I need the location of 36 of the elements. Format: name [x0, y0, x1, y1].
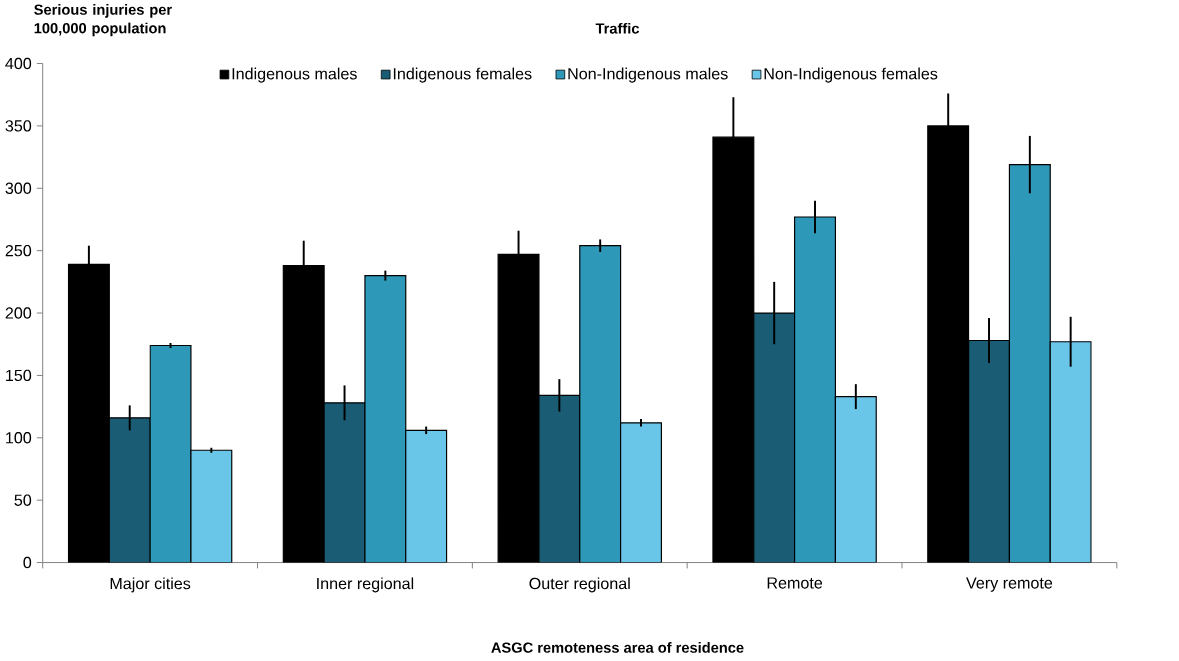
bar — [149, 344, 192, 563]
bar — [108, 417, 151, 563]
y-tick-label: 250 — [5, 244, 32, 257]
bar — [1049, 341, 1092, 563]
bar — [190, 449, 233, 563]
bar — [579, 245, 622, 563]
bar — [405, 429, 448, 563]
chart-title: Traffic — [595, 22, 640, 34]
bar — [753, 312, 796, 563]
bar — [538, 394, 581, 563]
bar — [794, 216, 837, 563]
bar — [1008, 163, 1051, 563]
y-tick-label: 0 — [23, 556, 32, 569]
bar — [364, 274, 407, 563]
y-tick-label: 100 — [6, 432, 32, 444]
legend-label: Indigenous females — [393, 67, 532, 83]
y-tick-label: 150 — [6, 369, 32, 382]
y-tick-label: 400 — [5, 57, 32, 70]
x-tick-label: Outer regional — [529, 577, 630, 593]
bar — [323, 402, 366, 563]
legend-label: Non-Indigenous females — [764, 67, 938, 83]
x-tick-label: Inner regional — [317, 577, 414, 593]
y-axis-title: Serious injuries per 100,000 population — [34, 4, 172, 37]
legend-label: Non-Indigenous males — [568, 67, 728, 83]
x-tick-label: Remote — [767, 577, 823, 589]
y-tick-label: 300 — [5, 182, 32, 194]
x-tick-label: Major cities — [110, 577, 191, 593]
bar — [834, 395, 877, 563]
x-tick-label: Very remote — [966, 577, 1053, 592]
legend-label: Indigenous males — [232, 67, 357, 83]
y-tick-label: 350 — [5, 120, 32, 132]
y-tick-label: 50 — [14, 494, 32, 506]
bar — [968, 339, 1011, 563]
y-tick-label: 200 — [5, 307, 32, 319]
bar — [620, 422, 662, 563]
x-axis-title: ASGC remoteness area of residence — [491, 642, 744, 653]
